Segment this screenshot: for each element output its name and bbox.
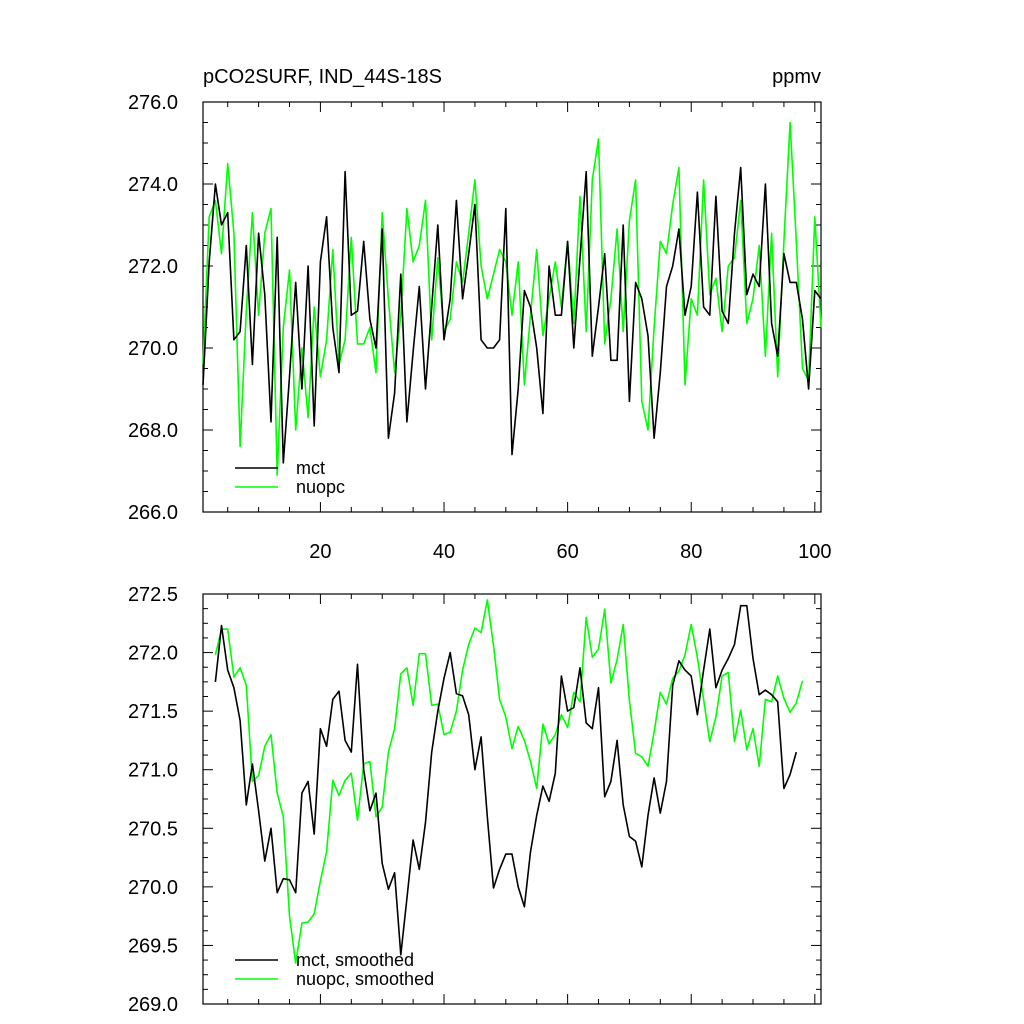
- y-tick-label: 272.0: [128, 643, 178, 665]
- chart-title: pCO2SURF, IND_44S-18S: [203, 66, 442, 88]
- bottom-panel: 269.0 269.5 270.0 270.5 271.0 271.5 272.0 272.5…: [128, 584, 822, 1016]
- x-tick-label: 100: [798, 541, 831, 563]
- y-tick-label: 274.0: [128, 174, 178, 196]
- x-tick-label: 80: [680, 541, 702, 563]
- series-line-mct-smoothed: [214, 604, 798, 956]
- series-line-nuopc: [202, 121, 822, 476]
- y-tick-label: 271.0: [128, 760, 178, 782]
- x-tick-label: 20: [309, 541, 331, 563]
- y-tick-label: 268.0: [128, 420, 178, 442]
- y-tick-label: 266.0: [128, 502, 178, 524]
- y-tick-label: 269.5: [128, 935, 178, 957]
- legend-label: mct, smoothed: [296, 950, 414, 970]
- x-tick-label: 60: [556, 541, 578, 563]
- y-tick-label: 269.0: [128, 994, 178, 1016]
- y-tick-label: 276.0: [128, 92, 178, 114]
- y-tick-label: 270.5: [128, 818, 178, 840]
- top-panel: 20 40 60 80 100 266.0 268.0 270.0 272.0 274.0 276.…: [128, 92, 832, 563]
- legend-label: mct: [296, 458, 325, 478]
- legend-label: nuopc: [296, 477, 345, 497]
- legend-label: nuopc, smoothed: [296, 969, 434, 989]
- y-tick-label: 272.5: [128, 584, 178, 606]
- x-tick-label: 40: [433, 541, 455, 563]
- y-tick-label: 270.0: [128, 338, 178, 360]
- y-tick-label: 271.5: [128, 701, 178, 723]
- y-tick-label: 270.0: [128, 877, 178, 899]
- y-tick-label: 272.0: [128, 256, 178, 278]
- plot-frame: [202, 593, 822, 1005]
- series-line-nuopc-smoothed: [214, 599, 804, 964]
- units-label: ppmv: [772, 66, 821, 88]
- series-line-mct: [202, 166, 822, 464]
